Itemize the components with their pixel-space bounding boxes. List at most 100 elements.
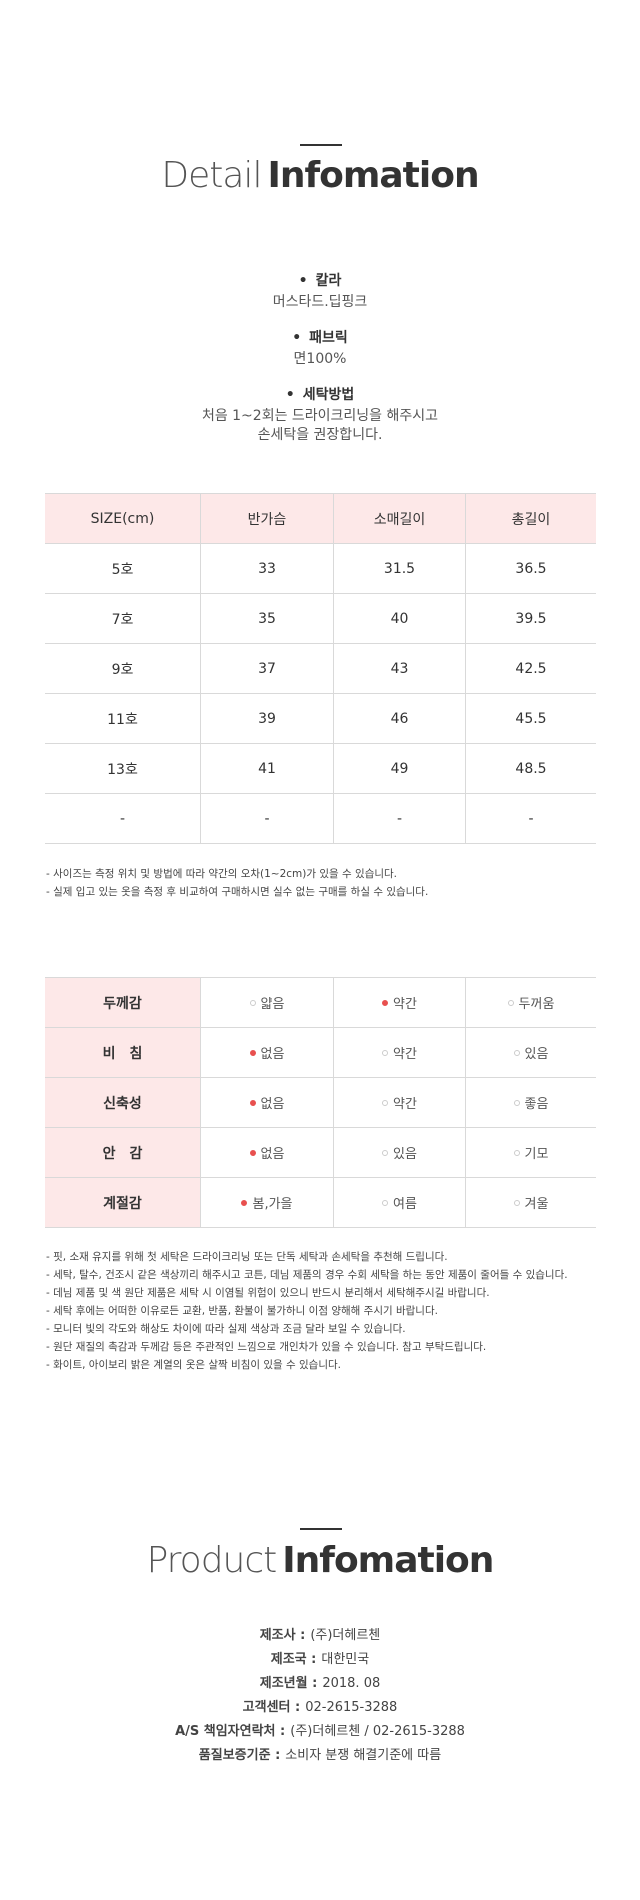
option-text: 없음 [260,1097,285,1112]
option-text: 없음 [260,1147,285,1162]
table-cell: 없음 [201,1028,334,1078]
table-cell: 39.5 [466,594,596,644]
option-text: 약간 [393,1047,417,1062]
option-text: 없음 [260,1047,285,1062]
note: - 데님 제품 및 색 원단 제품은 세탁 시 이염될 위험이 있으니 반드시 … [46,1287,490,1299]
radio-dot [382,1149,389,1156]
table-cell: 41 [201,744,334,794]
table-cell: 7호 [45,594,201,644]
table-cell: 40 [334,594,466,644]
table-cell: 31.5 [334,544,466,594]
section-title: Product Infomation [0,1540,640,1581]
info-value: 02-2615-3288 [305,1700,398,1715]
table-cell: 36.5 [466,544,596,594]
table-cell: 42.5 [466,644,596,694]
table-border [45,977,596,978]
info-text: 처음 1~2회는 드라이크리닝을 해주시고 [201,408,439,424]
bullet: • [285,387,295,403]
table-cell: 약간 [334,1078,466,1128]
option-text: 봄,가을 [252,1197,293,1212]
info-label: 고객센터 : [242,1700,301,1715]
table-cell: 있음 [466,1028,596,1078]
info-value: 2018. 08 [322,1676,381,1691]
table-cell: 두께감 [45,978,201,1028]
table-border [45,493,596,494]
table-cell: - [45,794,201,844]
table-cell: 여름 [334,1178,466,1228]
info-text: 머스타드.딥핑크 [272,294,368,310]
table-cell: 9호 [45,644,201,694]
table-cell: 37 [201,644,334,694]
table-cell: 11호 [45,694,201,744]
table-cell: 안 감 [45,1128,201,1178]
note: - 원단 재질의 촉감과 두께감 등은 주관적인 느낌으로 개인차가 있을 수 … [46,1341,487,1353]
radio-dot [507,999,514,1006]
radio-dot [249,999,256,1006]
table-cell: 좋음 [466,1078,596,1128]
product-info-line: 제조사 : (주)더헤르첸 [0,1624,640,1643]
table-cell: 46 [334,694,466,744]
product-info-line: A/S 책임자연락처 : (주)더헤르첸 / 02-2615-3288 [0,1720,640,1739]
product-info-line: 제조년월 : 2018. 08 [0,1672,640,1691]
table-cell: - [334,794,466,844]
label: 패브릭 [309,330,348,346]
table-cell: 5호 [45,544,201,594]
table-cell: 두꺼움 [466,978,596,1028]
table-cell: 35 [201,594,334,644]
info-label: • 칼라 [0,270,640,290]
product-info-line: 고객센터 : 02-2615-3288 [0,1696,640,1715]
radio-dot [382,1049,389,1056]
title-light: Product [146,1540,278,1581]
table-cell: 총길이 [466,494,596,544]
option-text: 두꺼움 [518,997,555,1012]
table-cell: SIZE(cm) [45,494,201,544]
table-cell: 계절감 [45,1178,201,1228]
radio-dot [241,1199,248,1206]
info-value: 대한민국 [321,1652,370,1667]
info-label: 품질보증기준 : [198,1748,281,1763]
option-text: 있음 [524,1047,549,1062]
divider [300,1528,342,1530]
note: - 실제 입고 있는 옷을 측정 후 비교하여 구매하시면 실수 없는 구매를 … [46,886,429,898]
radio-dot [513,1049,520,1056]
product-info-line: 제조국 : 대한민국 [0,1648,640,1667]
title-bold: Infomation [282,1540,494,1581]
option-text: 기모 [524,1147,549,1162]
table-cell: 비 침 [45,1028,201,1078]
note: - 화이트, 아이보리 밝은 계열의 옷은 살짝 비침이 있을 수 있습니다. [46,1359,341,1371]
table-cell: 있음 [334,1128,466,1178]
info-text: 손세탁을 권장합니다. [257,427,383,443]
radio-dot [249,1099,256,1106]
table-cell: 봄,가을 [201,1178,334,1228]
table-cell: 기모 [466,1128,596,1178]
radio-dot [382,999,389,1006]
table-cell: - [466,794,596,844]
table-cell: 겨울 [466,1178,596,1228]
table-cell: 얇음 [201,978,334,1028]
product-info-line: 품질보증기준 : 소비자 분쟁 해결기준에 따름 [0,1744,640,1763]
info-label: 제조년월 : [259,1676,318,1691]
bullet: • [292,330,302,346]
info-label: • 세탁방법 [0,384,640,404]
table-cell: 43 [334,644,466,694]
table-cell: 약간 [334,978,466,1028]
info-label: A/S 책임자연락처 : [175,1724,286,1739]
option-text: 약간 [393,997,417,1012]
info-value: (주)더헤르첸 / 02-2615-3288 [290,1724,465,1739]
table-cell: 49 [334,744,466,794]
label: 칼라 [315,273,342,289]
radio-dot [513,1149,520,1156]
info-value: (주)더헤르첸 [310,1628,381,1643]
radio-dot [249,1049,256,1056]
table-cell: 13호 [45,744,201,794]
divider [300,144,342,146]
radio-dot [382,1199,389,1206]
info-text: 면100% [293,351,347,367]
table-cell: - [201,794,334,844]
table-cell: 33 [201,544,334,594]
table-cell: 소매길이 [334,494,466,544]
note: - 핏, 소재 유지를 위해 첫 세탁은 드라이크리닝 또는 단독 세탁과 손세… [46,1251,448,1263]
option-text: 약간 [393,1097,417,1112]
title-light: Detail [161,155,262,196]
